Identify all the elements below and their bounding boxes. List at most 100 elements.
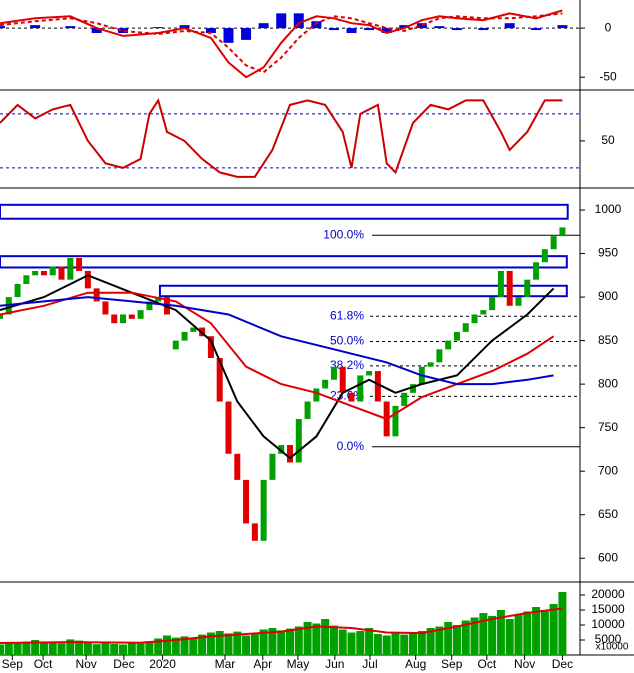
volume-bar: [294, 626, 303, 655]
volume-bar: [356, 630, 365, 655]
volume-bar: [206, 632, 215, 655]
fib-label: 100.0%: [323, 227, 364, 241]
volume-bar: [321, 618, 330, 655]
y-tick-label: 700: [598, 463, 618, 477]
histogram-bar: [258, 23, 269, 29]
histogram-bar: [399, 25, 410, 29]
y-tick-label: 950: [598, 246, 618, 260]
line-series: [0, 291, 555, 421]
candle: [49, 266, 56, 276]
x-tick-label: May: [287, 657, 310, 671]
candle: [216, 358, 223, 402]
candle: [304, 401, 311, 419]
candle: [524, 279, 531, 298]
x-tick-label: Dec: [552, 657, 573, 671]
volume-bar: [409, 632, 418, 655]
volume-bar: [496, 609, 505, 655]
zone: [0, 255, 568, 269]
volume-bar: [365, 627, 374, 655]
volume-bar: [452, 624, 461, 655]
volume-bar: [347, 632, 356, 655]
histogram-bar: [478, 28, 489, 31]
volume-bar: [303, 621, 312, 655]
histogram-bar: [346, 28, 357, 33]
candle: [427, 362, 434, 367]
y-tick-label: 750: [598, 420, 618, 434]
volume-bar: [250, 633, 259, 655]
line-series: [0, 296, 554, 386]
volume-bar: [13, 643, 22, 655]
candle: [462, 323, 469, 332]
candle: [58, 266, 65, 280]
volume-bar: [277, 630, 286, 655]
candle: [243, 479, 250, 524]
volume-bar: [400, 634, 409, 655]
y-tick-label: 0: [605, 20, 612, 34]
volume-bar: [92, 644, 101, 655]
volume-bar: [259, 629, 268, 655]
candle: [278, 445, 285, 454]
volume-bar: [224, 633, 233, 655]
volume-bar: [505, 618, 514, 655]
histogram-bar: [451, 28, 462, 31]
histogram-bar: [223, 28, 234, 43]
volume-bar: [382, 635, 391, 655]
y-tick-label: 10000: [591, 617, 625, 631]
y-tick-label: 600: [598, 550, 618, 564]
volume-bar: [532, 606, 541, 655]
histogram-bar: [30, 25, 41, 29]
volume-bar: [189, 638, 198, 655]
candle: [559, 227, 566, 237]
candle: [322, 379, 329, 389]
volume-bar: [48, 642, 57, 655]
y-tick-label: 1000: [595, 202, 622, 216]
volume-bar: [101, 642, 110, 655]
candle: [410, 384, 417, 393]
y-tick-label: 850: [598, 333, 618, 347]
volume-bar: [39, 642, 48, 655]
x-tick-label: Oct: [478, 657, 497, 671]
histogram-bar: [504, 23, 515, 29]
candle: [330, 366, 337, 380]
candle: [84, 270, 91, 289]
candle: [489, 297, 496, 311]
volume-bar: [180, 636, 189, 655]
volume-bar: [444, 621, 453, 655]
histogram-bar: [91, 28, 102, 33]
histogram-bar: [293, 13, 304, 29]
volume-bar: [549, 603, 558, 655]
candle: [67, 257, 74, 280]
candle: [111, 314, 118, 324]
histogram-bar: [65, 26, 76, 29]
x-tick-label: Sep: [2, 657, 24, 671]
volume-bar: [136, 643, 145, 655]
candle: [40, 270, 47, 276]
volume-bar: [417, 630, 426, 655]
volume-bar: [154, 638, 163, 655]
candle: [181, 331, 188, 341]
candle: [234, 453, 241, 480]
volume-bar: [373, 633, 382, 655]
volume-bar: [31, 639, 40, 655]
candle: [339, 366, 346, 393]
candle: [120, 314, 127, 324]
candle: [260, 479, 267, 541]
histogram-bar: [241, 28, 252, 40]
histogram-bar: [557, 25, 568, 29]
histogram-bar: [434, 26, 445, 29]
volume-bar: [233, 631, 242, 655]
line-series: [0, 98, 563, 178]
histogram-bar: [205, 28, 216, 33]
x-tick-label: Mar: [215, 657, 236, 671]
histogram-bar: [311, 21, 322, 29]
volume-bar: [215, 630, 224, 655]
histogram-bar: [276, 13, 287, 29]
histogram-bar: [153, 27, 164, 29]
fib-label: 38.2%: [330, 358, 364, 372]
histogram-bar: [328, 28, 339, 31]
candle: [251, 523, 258, 541]
candle: [392, 405, 399, 437]
y-tick-label: 900: [598, 289, 618, 303]
y-tick-label: 20000: [591, 587, 625, 601]
